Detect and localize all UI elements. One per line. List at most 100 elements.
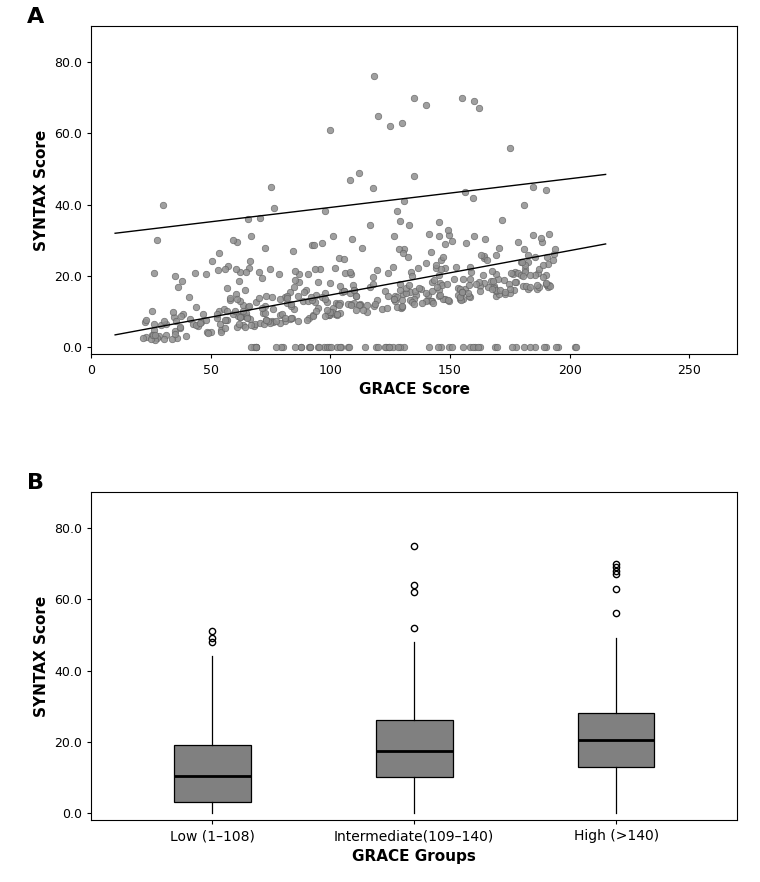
Point — [245, 318, 258, 332]
Point — [542, 280, 554, 294]
Point — [253, 291, 265, 305]
Point — [363, 280, 375, 295]
Point — [397, 287, 409, 301]
Point — [473, 284, 486, 298]
Point — [516, 255, 528, 269]
Point — [552, 340, 564, 355]
Point — [456, 285, 468, 299]
Point — [234, 310, 246, 324]
Point — [218, 313, 230, 327]
Point — [324, 305, 336, 319]
Point — [283, 312, 296, 326]
Point — [254, 316, 266, 330]
Point — [515, 267, 527, 281]
Point — [437, 250, 449, 265]
Point — [437, 292, 449, 306]
Point — [529, 250, 541, 264]
Point — [342, 340, 354, 355]
Point — [319, 292, 331, 306]
Point — [491, 340, 503, 355]
Point — [393, 243, 405, 257]
Point — [347, 283, 359, 297]
Point — [397, 245, 410, 259]
Point — [422, 293, 434, 307]
Point — [479, 232, 491, 246]
Point — [292, 314, 304, 328]
Point — [204, 325, 217, 339]
Point — [469, 340, 481, 355]
Point — [547, 253, 559, 267]
Point — [230, 287, 242, 301]
Point — [287, 243, 299, 258]
Point — [369, 297, 381, 311]
Point — [248, 319, 260, 333]
Point — [426, 275, 438, 289]
Point — [214, 317, 226, 331]
Point — [420, 286, 432, 300]
Point — [531, 278, 543, 292]
Point — [231, 235, 243, 249]
Point — [299, 285, 311, 299]
Point — [249, 317, 261, 331]
Point — [191, 318, 203, 333]
Point — [503, 277, 515, 291]
Point — [166, 304, 179, 318]
Point — [306, 293, 318, 307]
Point — [522, 248, 534, 262]
Point — [489, 340, 501, 355]
Point — [284, 297, 296, 311]
Point — [507, 266, 519, 280]
Point — [540, 267, 552, 281]
Point — [283, 286, 296, 300]
Point — [261, 314, 274, 328]
Point — [478, 276, 490, 290]
Point — [316, 236, 328, 250]
Text: B: B — [27, 473, 43, 492]
Point — [367, 270, 379, 284]
Point — [155, 318, 167, 333]
Point — [227, 234, 239, 248]
Point — [537, 340, 549, 355]
Point — [388, 228, 401, 243]
Point — [366, 181, 378, 195]
Point — [542, 257, 554, 271]
Point — [396, 299, 408, 313]
Point — [230, 292, 242, 306]
Point — [323, 308, 335, 322]
Point — [230, 319, 242, 333]
Point — [401, 281, 413, 295]
Point — [309, 295, 321, 309]
Point — [426, 284, 439, 298]
Point — [243, 298, 255, 312]
Point — [297, 294, 309, 308]
Point — [403, 218, 415, 232]
Point — [408, 292, 420, 306]
Point — [389, 294, 401, 308]
Point — [406, 269, 418, 283]
Point — [475, 248, 487, 262]
Point — [201, 325, 213, 339]
Point — [344, 173, 356, 187]
Point — [508, 283, 520, 297]
Point — [190, 300, 202, 314]
Point — [400, 286, 412, 300]
Point — [304, 340, 316, 355]
Point — [334, 279, 346, 293]
Point — [397, 194, 410, 208]
Point — [221, 313, 233, 327]
Point — [524, 268, 536, 282]
Point — [232, 309, 244, 323]
Point — [348, 296, 360, 310]
Point — [286, 310, 298, 325]
Point — [445, 340, 458, 355]
Point — [212, 263, 224, 277]
Point — [433, 228, 445, 243]
Point — [405, 265, 417, 280]
Point — [285, 310, 297, 325]
Point — [435, 262, 447, 276]
Point — [382, 266, 394, 280]
Point — [322, 307, 334, 321]
Point — [213, 303, 225, 318]
Point — [331, 308, 344, 322]
Point — [281, 295, 293, 310]
